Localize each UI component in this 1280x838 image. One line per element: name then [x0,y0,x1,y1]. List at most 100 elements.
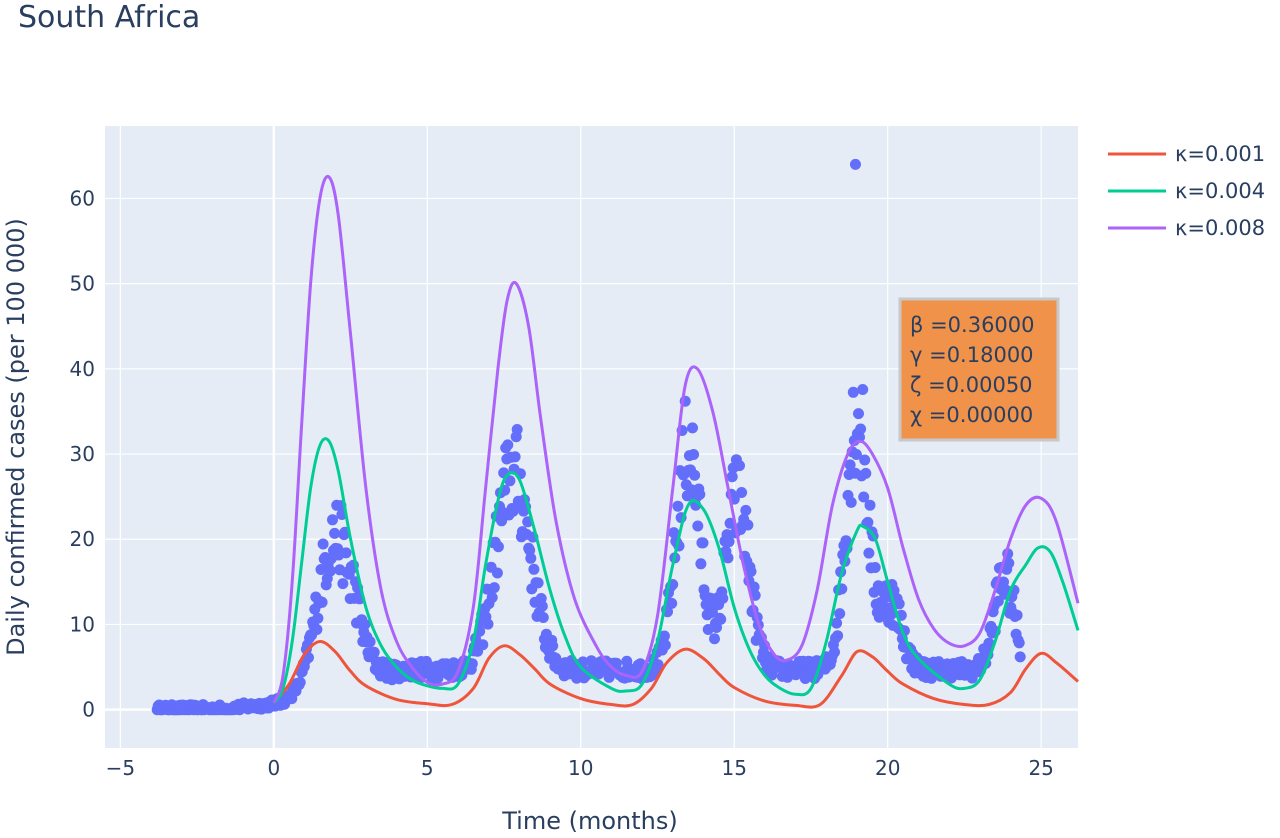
observed-point [507,505,519,517]
observed-point [532,577,544,589]
observed-point [311,624,323,635]
legend[interactable]: κ=0.001 κ=0.004 κ=0.008 [1108,142,1265,240]
observed-point [850,449,862,460]
observed-point [893,598,905,610]
x-tick-label: 20 [875,756,900,780]
observed-point [697,537,709,549]
observed-point [858,491,870,503]
observed-point [1014,651,1026,663]
series-line-3 [272,174,1080,704]
observed-point [748,581,760,593]
observed-point [525,552,537,564]
annotation-zeta: ζ =0.00050 [910,373,1033,397]
observed-point [992,595,1004,607]
observed-point [742,519,754,531]
legend-label-3: κ=0.008 [1175,216,1265,240]
y-tick-label: 60 [70,186,95,210]
annotation-background [898,297,1060,442]
observed-point [359,619,371,630]
legend-item-2[interactable]: κ=0.004 [1108,179,1265,203]
observed-point [547,640,559,652]
observed-point [745,566,757,577]
observed-point [831,617,843,629]
observed-point [834,608,846,620]
observed-point [832,630,844,642]
observed-point [726,471,738,483]
annotation-gamma: γ =0.18000 [910,343,1034,367]
observed-point [715,613,727,625]
x-axis-title: Time (months) [501,807,678,835]
annotation-beta: β =0.36000 [910,313,1035,337]
x-tick-label: −5 [106,756,135,780]
observed-point [1013,637,1025,649]
observed-point [711,622,722,633]
observed-point [486,592,498,603]
x-tick-label: 10 [568,756,593,780]
observed-point [855,423,867,435]
observed-point [854,431,865,443]
observed-point [687,422,698,434]
observed-point [524,544,536,556]
observed-point [340,547,352,559]
observed-point [688,449,700,460]
legend-item-3[interactable]: κ=0.008 [1108,216,1265,240]
legend-item-1[interactable]: κ=0.001 [1108,142,1265,166]
y-tick-label: 0 [82,698,95,722]
y-tick-label: 30 [70,442,95,466]
observed-point [315,564,327,575]
observed-point [709,633,720,645]
observed-point [885,609,897,621]
observed-point [847,386,859,398]
y-tick-label: 10 [70,612,95,636]
observed-point [864,499,876,511]
observed-point [488,582,500,594]
observed-point [316,596,328,608]
observed-point [324,565,336,577]
observed-point [740,504,752,516]
observed-point [689,469,701,481]
observed-point [659,639,671,651]
grid-lines [105,126,1078,748]
observed-point [509,451,521,463]
observed-point [863,547,875,559]
x-tick-label: 15 [722,756,747,780]
y-tick-label: 20 [70,527,95,551]
observed-point [327,514,338,526]
observed-point [869,562,881,573]
observed-point [694,488,706,500]
series-line-2 [272,437,1080,704]
observed-point [312,612,324,624]
y-tick-labels: 0 10 20 30 40 50 60 [70,186,95,721]
observed-point [723,536,735,548]
observed-point [860,467,872,479]
observed-point [364,636,376,648]
observed-point [482,618,494,630]
observed-point [844,459,856,471]
observed-point [658,630,670,642]
observed-point [652,659,664,671]
observed-point [504,475,516,487]
observed-point [736,487,748,498]
x-tick-labels: −5 0 5 10 15 20 25 [106,756,1054,780]
observed-point [502,439,514,451]
y-axis-title: Daily confirmed cases (per 100 000) [2,218,30,656]
observed-point [702,624,714,635]
parameter-annotation: β =0.36000 γ =0.18000 ζ =0.00050 χ =0.00… [898,297,1060,442]
observed-point [722,552,734,564]
observed-point [294,676,306,688]
x-tick-label: 25 [1028,756,1053,780]
observed-point [491,567,503,579]
x-tick-label: 0 [267,756,280,780]
legend-label-1: κ=0.001 [1175,142,1265,166]
y-tick-label: 40 [70,357,95,381]
y-tick-label: 50 [70,272,95,296]
observed-point [1011,609,1023,621]
observed-point [849,158,861,170]
observed-point [368,646,380,658]
x-tick-label: 5 [421,756,434,780]
observed-point [317,538,329,550]
observed-point [853,408,864,420]
observed-point [672,500,684,512]
observed-point [829,646,840,658]
